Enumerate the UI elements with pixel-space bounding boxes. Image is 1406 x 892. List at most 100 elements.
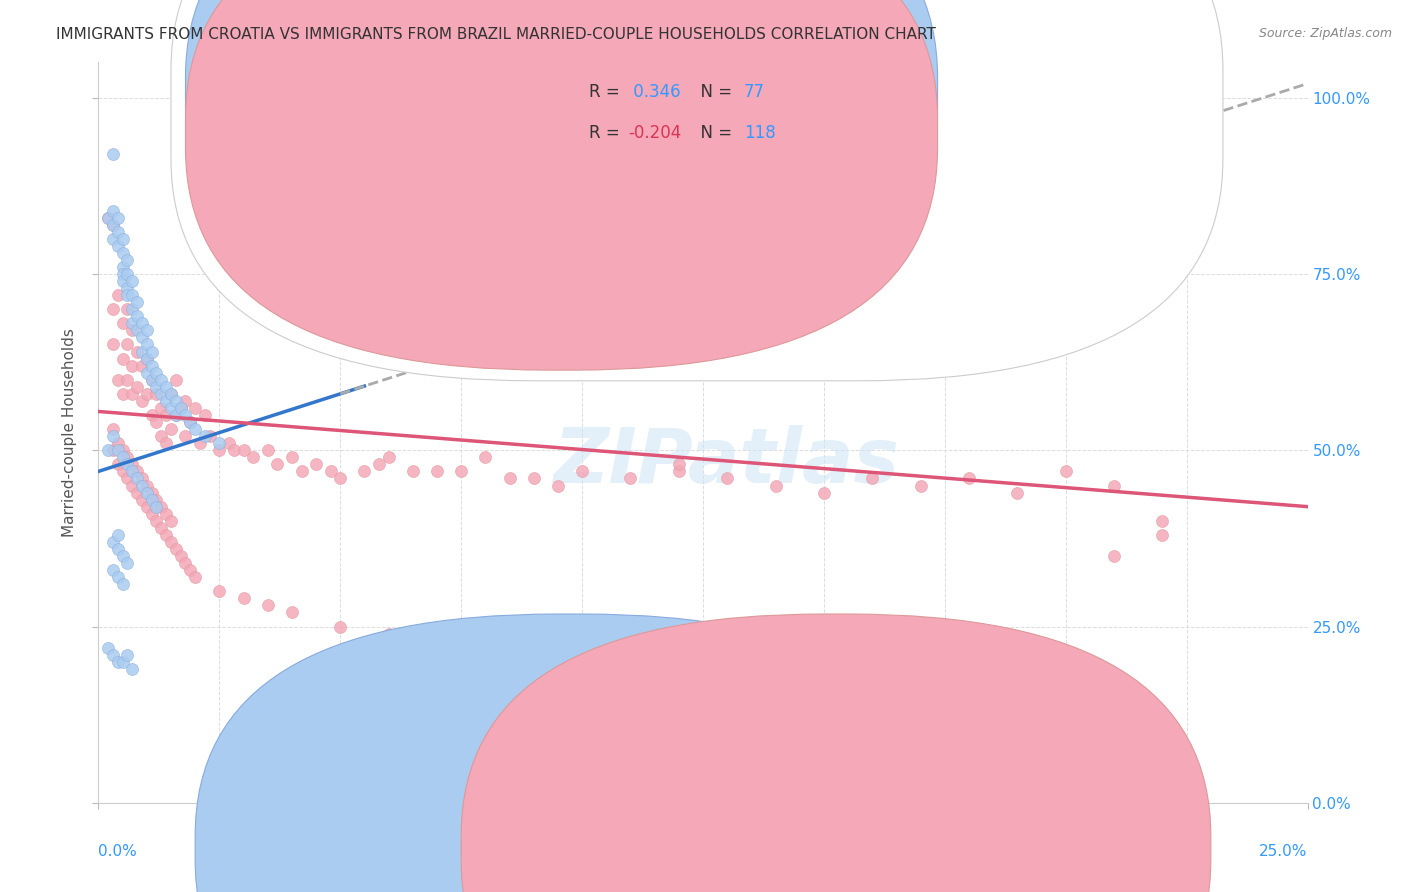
Point (498, 471, 520, 485)
Point (101, 535, 124, 549)
Point (141, 408, 163, 422)
Point (111, 351, 134, 366)
Text: R =: R = (589, 83, 626, 102)
Point (1102, 478, 1125, 492)
Point (135, 337, 157, 351)
Point (910, 478, 932, 492)
FancyBboxPatch shape (172, 0, 1223, 381)
Point (860, 471, 883, 485)
Point (169, 401, 191, 415)
Point (957, 655, 980, 669)
Point (319, 330, 342, 344)
Point (117, 458, 139, 472)
Point (141, 507, 163, 521)
Text: N =: N = (690, 83, 737, 102)
Point (121, 274, 143, 288)
Point (135, 485, 157, 500)
Point (101, 648, 124, 662)
Point (135, 478, 157, 492)
Point (117, 648, 139, 662)
Point (179, 415, 201, 429)
Point (117, 267, 139, 281)
Text: N =: N = (690, 124, 737, 142)
Point (97, 211, 120, 225)
Point (131, 492, 153, 507)
Point (281, 606, 304, 620)
Point (135, 500, 157, 514)
Point (184, 422, 207, 436)
Point (121, 288, 143, 302)
Point (547, 478, 569, 492)
Point (353, 464, 375, 478)
Point (121, 323, 143, 337)
Point (155, 436, 177, 450)
Point (619, 471, 641, 485)
Point (111, 260, 134, 274)
Point (97, 640, 120, 655)
Text: -0.204: -0.204 (628, 124, 682, 142)
Point (571, 464, 593, 478)
Point (135, 351, 157, 366)
Point (107, 443, 129, 458)
Point (402, 464, 425, 478)
Point (184, 401, 207, 415)
Point (145, 514, 167, 528)
Point (188, 436, 211, 450)
Point (101, 147, 124, 161)
Point (107, 373, 129, 387)
Point (101, 218, 124, 232)
Point (141, 373, 163, 387)
Point (131, 330, 153, 344)
Point (111, 387, 134, 401)
FancyBboxPatch shape (186, 0, 938, 329)
Point (150, 387, 173, 401)
Point (426, 464, 449, 478)
Point (174, 429, 197, 443)
Point (97, 443, 120, 458)
Point (290, 464, 312, 478)
Point (155, 408, 177, 422)
Point (150, 521, 173, 535)
Text: Immigrants from Brazil: Immigrants from Brazil (858, 840, 1033, 855)
Point (242, 450, 264, 465)
Point (179, 563, 201, 577)
Point (474, 450, 496, 465)
Point (329, 471, 352, 485)
Point (668, 464, 690, 478)
Text: 0.346: 0.346 (628, 83, 681, 102)
Point (160, 422, 183, 436)
Point (145, 380, 167, 394)
Point (131, 316, 153, 330)
Point (107, 528, 129, 542)
Point (107, 570, 129, 584)
Text: 118: 118 (744, 124, 776, 142)
Point (121, 302, 143, 317)
Point (117, 288, 139, 302)
Point (329, 619, 352, 633)
Point (101, 422, 124, 436)
Point (174, 393, 197, 408)
Point (155, 380, 177, 394)
Point (141, 344, 163, 359)
Point (111, 577, 134, 591)
Y-axis label: Married-couple Households: Married-couple Households (62, 328, 77, 537)
Point (127, 323, 149, 337)
Point (111, 245, 134, 260)
Point (131, 359, 153, 373)
Point (107, 458, 129, 472)
Point (194, 429, 217, 443)
FancyBboxPatch shape (195, 614, 945, 892)
Point (145, 415, 167, 429)
Point (121, 387, 143, 401)
Point (155, 507, 177, 521)
Point (150, 500, 173, 514)
Point (1152, 528, 1174, 542)
Point (145, 492, 167, 507)
Point (135, 323, 157, 337)
Point (1007, 640, 1029, 655)
Point (232, 591, 254, 606)
Text: 25.0%: 25.0% (1260, 844, 1308, 858)
Point (127, 295, 149, 310)
Point (179, 415, 201, 429)
Point (111, 316, 134, 330)
